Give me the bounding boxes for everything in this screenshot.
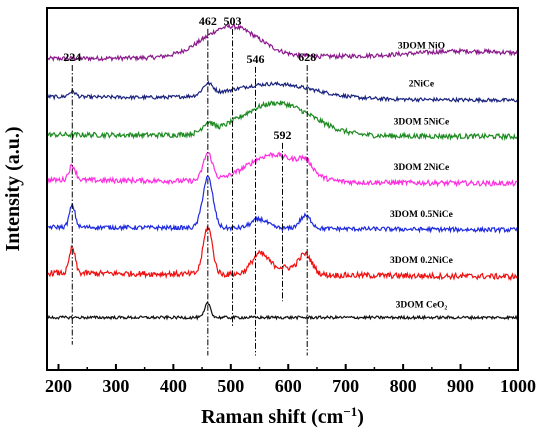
x-tick-label: 300 xyxy=(102,376,129,396)
peak-label: 628 xyxy=(298,50,316,64)
peak-label: 224 xyxy=(63,50,81,64)
x-tick-label: 700 xyxy=(332,376,359,396)
series-label: 3DOM CeO₂ xyxy=(396,300,448,310)
series-line xyxy=(47,301,519,321)
x-tick-label: 400 xyxy=(160,376,187,396)
series-line xyxy=(47,100,519,142)
series-line xyxy=(47,23,519,63)
series-labels: 3DOM NiO 2NiCe 3DOM 5NiCe 3DOM 2NiCe 3DOM 0.… xyxy=(390,42,453,311)
x-tick-label: 900 xyxy=(447,376,474,396)
series-label: 3DOM NiO xyxy=(398,42,445,52)
x-axis: 200 300 400 500 600 700 800 900 1000 xyxy=(45,364,536,396)
peak-label: 503 xyxy=(224,14,242,28)
series-label: 2NiCe xyxy=(409,80,434,90)
peak-label: 592 xyxy=(274,128,292,142)
x-tick-label: 1000 xyxy=(500,376,536,396)
plot-frame xyxy=(46,7,519,371)
peak-label: 546 xyxy=(247,52,265,66)
y-axis-label: Intensity (a.u.) xyxy=(2,126,24,251)
x-axis-label: Raman shift (cm−1) xyxy=(201,404,364,429)
x-tick-label: 200 xyxy=(45,376,72,396)
series-label: 3DOM 5NiCe xyxy=(394,118,450,128)
peak-markers: 224 462 503 546 592 628 xyxy=(63,14,316,356)
series-label: 3DOM 0.2NiCe xyxy=(390,256,453,266)
series-label: 3DOM 2NiCe xyxy=(394,163,450,173)
x-tick-label: 500 xyxy=(217,376,244,396)
peak-label: 462 xyxy=(199,14,217,28)
series-label: 3DOM 0.5NiCe xyxy=(390,210,453,220)
x-tick-label: 800 xyxy=(390,376,417,396)
series-line xyxy=(47,80,519,104)
x-tick-label: 600 xyxy=(275,376,302,396)
